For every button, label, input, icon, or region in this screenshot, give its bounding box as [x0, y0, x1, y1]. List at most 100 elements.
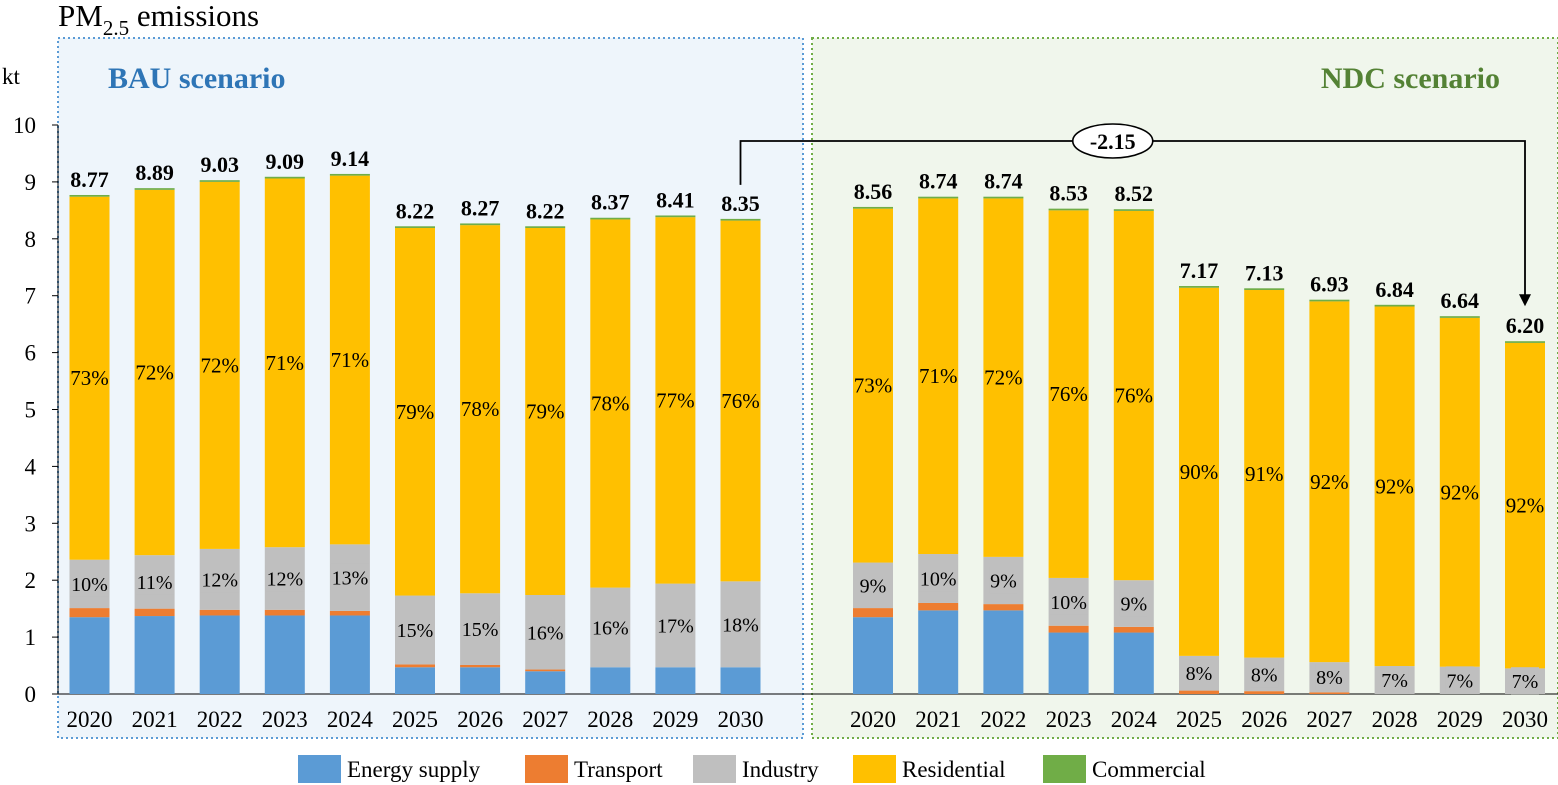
chart-title-main: PM	[58, 0, 103, 33]
legend-swatch-energy	[298, 755, 341, 783]
bar-segment-transport	[1114, 627, 1154, 633]
residential-pct-label: 90%	[1180, 460, 1219, 484]
total-label: 9.09	[266, 149, 305, 174]
total-label: 8.53	[1049, 181, 1088, 206]
y-tick-label: 9	[25, 170, 37, 195]
bar-segment-transport	[395, 664, 435, 667]
bar-segment-transport	[918, 603, 958, 610]
industry-pct-label: 10%	[1050, 592, 1087, 614]
residential-pct-label: 79%	[526, 399, 565, 423]
chart-title-subscript: 2.5	[103, 16, 129, 40]
total-label: 9.03	[200, 152, 239, 177]
industry-pct-label: 13%	[332, 568, 369, 590]
residential-pct-label: 72%	[984, 366, 1023, 390]
residential-pct-label: 78%	[591, 392, 630, 416]
bar-segment-energy	[70, 617, 110, 694]
total-label: 6.64	[1441, 288, 1480, 313]
bar-segment-commercial	[330, 174, 370, 176]
bar-segment-commercial	[655, 215, 695, 217]
total-label: 6.93	[1310, 272, 1349, 297]
bar-segment-energy	[918, 610, 958, 694]
industry-pct-label: 9%	[990, 570, 1017, 592]
bar-segment-transport	[135, 609, 175, 616]
total-label: 8.27	[461, 195, 500, 220]
x-tick-label: 2025	[392, 707, 438, 732]
legend-swatch-transport	[525, 755, 568, 783]
x-tick-label: 2026	[1241, 707, 1287, 732]
industry-pct-label: 16%	[592, 617, 629, 639]
industry-pct-label: 18%	[722, 614, 759, 636]
bar-segment-transport	[1179, 691, 1219, 694]
bar-segment-commercial	[590, 218, 630, 220]
residential-pct-label: 76%	[1115, 384, 1154, 408]
bar-segment-commercial	[525, 226, 565, 228]
bar-segment-commercial	[460, 223, 500, 225]
bar-segment-energy	[853, 617, 893, 694]
bar-segment-energy	[590, 667, 630, 694]
industry-pct-label: 8%	[1186, 663, 1213, 685]
x-tick-label: 2020	[67, 707, 113, 732]
chart-title-rest: emissions	[129, 0, 259, 33]
residential-pct-label: 77%	[656, 388, 695, 412]
y-tick-label: 6	[25, 341, 37, 366]
x-tick-label: 2030	[1502, 707, 1548, 732]
industry-pct-label: 10%	[71, 574, 108, 596]
industry-pct-label: 16%	[527, 622, 564, 644]
residential-pct-label: 73%	[854, 374, 893, 398]
y-tick-label: 5	[25, 398, 37, 423]
bar-segment-energy	[983, 610, 1023, 694]
bar-segment-transport	[983, 604, 1023, 610]
industry-pct-label: 12%	[266, 568, 303, 590]
residential-pct-label: 91%	[1245, 462, 1284, 486]
legend-label-transport: Transport	[574, 757, 663, 782]
chart-title: PM2.5 emissions	[58, 0, 259, 40]
bar-segment-commercial	[983, 197, 1023, 199]
bar-segment-transport	[200, 610, 240, 616]
total-label: 8.41	[656, 187, 695, 212]
x-tick-label: 2022	[197, 707, 243, 732]
scenario-title: NDC scenario	[1321, 62, 1500, 95]
residential-pct-label: 92%	[1506, 494, 1545, 518]
bar-segment-commercial	[1505, 341, 1545, 343]
residential-pct-label: 92%	[1310, 470, 1349, 494]
scenario-title: BAU scenario	[108, 62, 285, 95]
residential-pct-label: 72%	[200, 353, 239, 377]
residential-pct-label: 92%	[1375, 474, 1414, 498]
bar-segment-commercial	[918, 197, 958, 199]
x-tick-label: 2029	[1437, 707, 1483, 732]
residential-pct-label: 76%	[1049, 382, 1088, 406]
y-tick-label: 0	[25, 682, 37, 707]
bar-segment-commercial	[1440, 316, 1480, 318]
industry-pct-label: 8%	[1316, 667, 1343, 689]
residential-pct-label: 76%	[721, 389, 760, 413]
bar-segment-commercial	[70, 195, 110, 197]
y-tick-label: 7	[25, 284, 37, 309]
bar-segment-commercial	[1244, 288, 1284, 290]
x-tick-label: 2026	[457, 707, 503, 732]
x-tick-label: 2030	[718, 707, 764, 732]
y-axis-unit: kt	[2, 64, 21, 89]
y-tick-label: 2	[25, 568, 37, 593]
total-label: 7.13	[1245, 260, 1284, 285]
industry-pct-label: 10%	[920, 568, 957, 590]
industry-pct-label: 7%	[1381, 670, 1408, 692]
industry-pct-label: 15%	[462, 619, 499, 641]
bar-segment-commercial	[1309, 300, 1349, 302]
residential-pct-label: 71%	[919, 364, 958, 388]
bar-segment-commercial	[265, 177, 305, 179]
x-tick-label: 2021	[915, 707, 961, 732]
legend-swatch-industry	[693, 755, 736, 783]
total-label: 8.37	[591, 190, 630, 215]
industry-pct-label: 9%	[1120, 594, 1147, 616]
x-tick-label: 2028	[587, 707, 633, 732]
industry-pct-label: 7%	[1446, 670, 1473, 692]
total-label: 8.77	[70, 167, 109, 192]
bar-segment-energy	[395, 667, 435, 694]
bar-segment-transport	[70, 608, 110, 617]
y-tick-label: 4	[25, 454, 37, 479]
industry-pct-label: 17%	[657, 615, 694, 637]
bar-segment-transport	[525, 670, 565, 672]
pm25-emissions-chart: BAU scenario NDC scenario PM2.5 emissions…	[0, 0, 1558, 785]
total-label: 8.56	[854, 179, 893, 204]
bar-segment-energy	[525, 671, 565, 694]
